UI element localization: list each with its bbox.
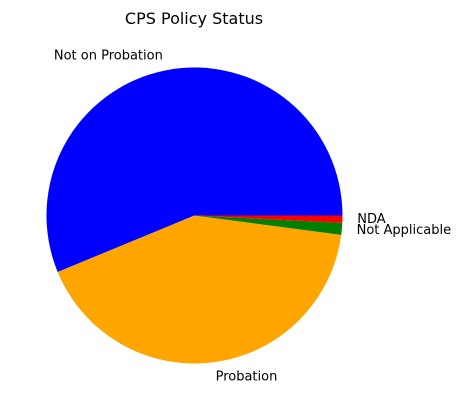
pie-slice-probation (57, 215, 342, 364)
pie-label-not-on-probation: Not on Probation (54, 48, 163, 63)
pie-slice-nda (194, 215, 343, 223)
pie-slice-not-applicable (194, 215, 343, 235)
pie-label-probation: Probation (216, 369, 278, 384)
pie-label-not-applicable: Not Applicable (357, 223, 452, 238)
pie-labels: Not on Probation Probation Not ApplicableN… (54, 48, 451, 384)
chart-title: CPS Policy Status (125, 9, 263, 28)
pie-slices (46, 67, 343, 364)
pie-slice-not-on-probation (46, 67, 343, 272)
pie-label-nda: NDA (357, 212, 386, 227)
